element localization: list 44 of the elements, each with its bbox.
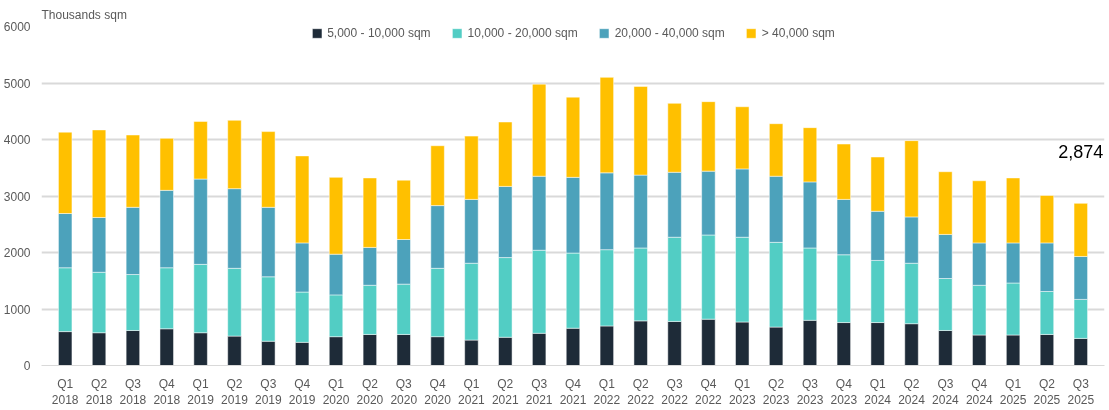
y-tick-label: 5000 — [3, 76, 31, 91]
x-tick-label: Q2 2022 — [627, 376, 655, 408]
legend-label: > 40,000 sqm — [761, 26, 835, 40]
x-tick-label: Q3 2025 — [1067, 376, 1095, 408]
x-tick-label: Q4 2020 — [424, 376, 452, 408]
x-tick-label: Q2 2025 — [1033, 376, 1061, 408]
y-tick-label: 4000 — [3, 133, 31, 147]
x-tick-label: Q4 2021 — [559, 376, 587, 408]
x-tick-label: Q3 2021 — [525, 376, 553, 408]
y-tick-label: 6000 — [3, 20, 31, 34]
x-tick-label: Q3 2023 — [796, 376, 824, 408]
legend-label: 20,000 - 40,000 sqm — [614, 26, 725, 40]
y-axis-title: Thousands sqm — [41, 7, 127, 22]
x-tick-label: Q4 2023 — [830, 376, 858, 408]
x-tick-label: Q1 2025 — [999, 376, 1027, 408]
legend-label: 5,000 - 10,000 sqm — [327, 26, 431, 40]
x-tick-label: Q2 2023 — [762, 376, 790, 408]
x-tick-label: Q1 2024 — [864, 376, 892, 408]
x-tick-label: Q3 2019 — [254, 376, 282, 408]
x-tick-label: Q4 2019 — [288, 376, 316, 408]
annotation: 2,874 — [1058, 142, 1104, 163]
y-tick-label: 0 — [23, 359, 31, 373]
x-tick-label: Q3 2022 — [661, 376, 689, 408]
x-tick-label: Q2 2020 — [356, 376, 384, 408]
x-tick-label: Q1 2022 — [593, 376, 621, 408]
y-tick-label: 1000 — [3, 302, 31, 317]
x-tick-label: Q1 2023 — [728, 376, 756, 408]
x-tick-label: Q2 2018 — [85, 376, 113, 408]
x-tick-label: Q2 2019 — [221, 376, 249, 408]
y-tick-label: 2000 — [3, 246, 31, 260]
y-tick-label: 3000 — [3, 189, 31, 204]
x-tick-label: Q1 2020 — [322, 376, 350, 408]
x-tick-label: Q1 2019 — [187, 376, 215, 408]
x-tick-label: Q3 2024 — [932, 376, 960, 408]
x-tick-label: Q1 2021 — [458, 376, 486, 408]
x-tick-label: Q4 2022 — [695, 376, 723, 408]
x-tick-label: Q3 2020 — [390, 376, 418, 408]
x-tick-label: Q4 2024 — [965, 376, 993, 408]
legend-label: 10,000 - 20,000 sqm — [467, 26, 578, 40]
x-tick-label: Q3 2018 — [119, 376, 147, 408]
x-tick-label: Q1 2018 — [51, 376, 79, 408]
x-tick-label: Q4 2018 — [153, 376, 181, 408]
x-tick-label: Q2 2024 — [898, 376, 926, 408]
x-tick-label: Q2 2021 — [491, 376, 519, 408]
